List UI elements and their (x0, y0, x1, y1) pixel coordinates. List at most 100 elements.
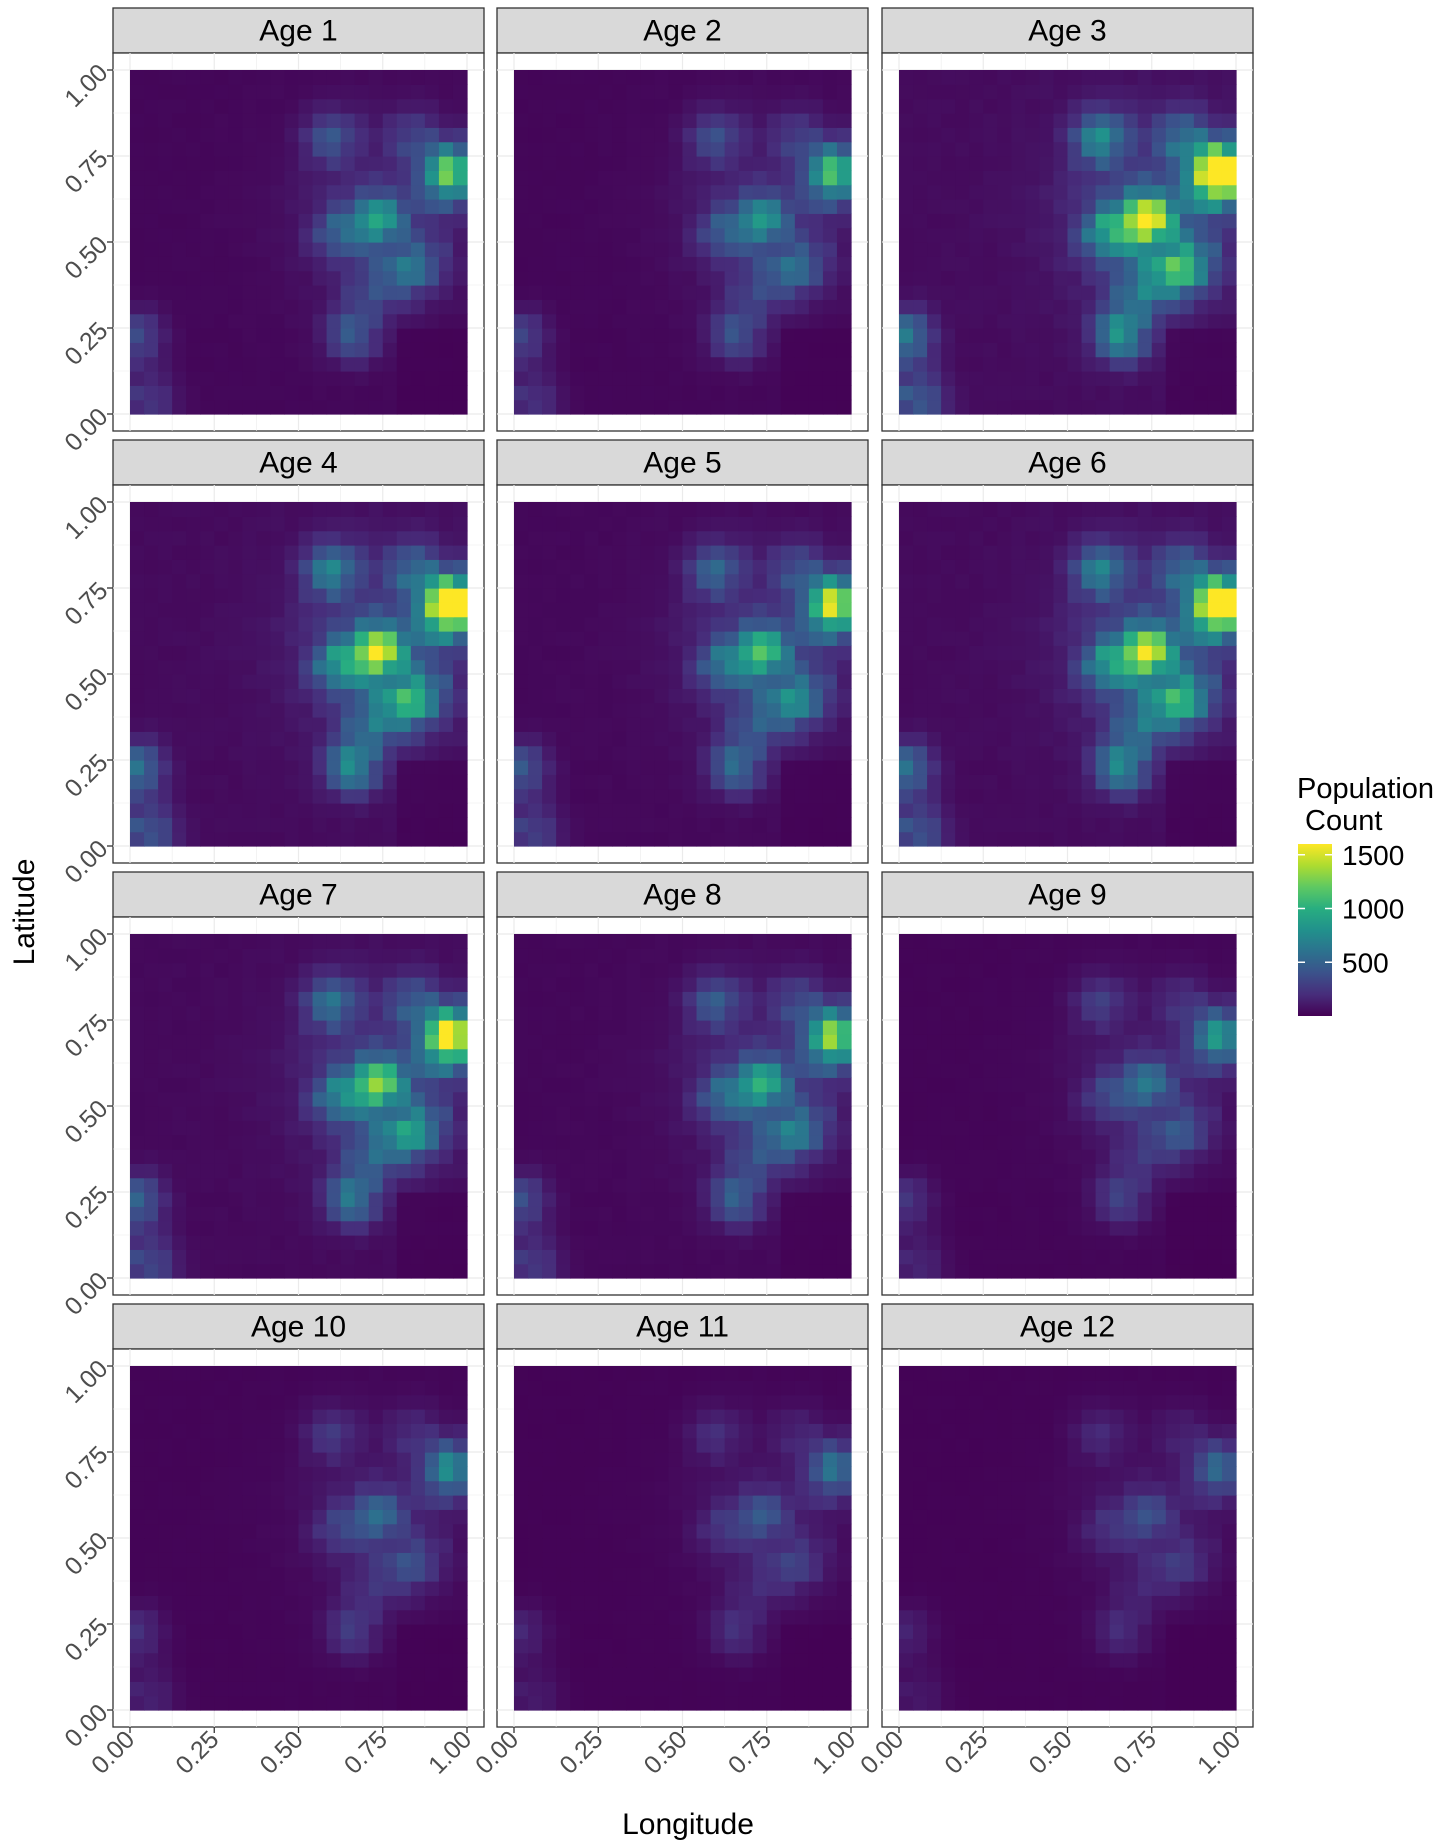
heatmap-cell (214, 731, 229, 747)
heatmap-cell (766, 616, 782, 632)
heatmap-cell (284, 588, 300, 603)
heatmap-cell (368, 1149, 384, 1164)
heatmap-cell (514, 731, 529, 747)
heatmap-cell (696, 342, 712, 358)
heatmap-cell (598, 559, 613, 575)
heatmap-cell (514, 588, 529, 603)
heatmap-cell (382, 774, 398, 790)
heatmap-cell (794, 1120, 810, 1136)
heatmap-cell (1207, 1263, 1223, 1279)
heatmap-cell (570, 962, 585, 978)
heatmap-cell (186, 831, 201, 847)
heatmap-cell (696, 688, 712, 704)
heatmap-cell (836, 545, 852, 560)
heatmap-cell (598, 1177, 613, 1193)
heatmap-cell (326, 573, 342, 589)
heatmap-cell (598, 285, 613, 300)
heatmap-cell (186, 227, 201, 243)
heatmap-cell (1207, 788, 1223, 804)
heatmap-cell (438, 674, 454, 689)
heatmap-cell (1221, 156, 1237, 171)
heatmap-cell (1137, 227, 1153, 243)
heatmap-cell (312, 285, 328, 300)
heatmap-cell (1081, 831, 1097, 847)
heatmap-cell (1039, 227, 1055, 243)
heatmap-cell (410, 1163, 426, 1179)
heatmap-cell (542, 70, 557, 85)
heatmap-cell (382, 977, 398, 992)
heatmap-cell (794, 774, 810, 790)
heatmap-cell (256, 141, 272, 157)
heatmap-cell (1221, 702, 1237, 718)
heatmap-cell (1011, 342, 1026, 358)
heatmap-cell (368, 299, 384, 315)
heatmap-cell (298, 385, 314, 401)
heatmap-cell (1123, 1235, 1139, 1250)
heatmap-cell (144, 659, 159, 675)
heatmap-cell (424, 1192, 440, 1207)
heatmap-cell (312, 788, 328, 804)
heatmap-cell (158, 184, 173, 200)
heatmap-cell (326, 328, 342, 343)
heatmap-cell (794, 731, 810, 747)
heatmap-cell (766, 1034, 782, 1050)
heatmap-cell (396, 1177, 412, 1193)
heatmap-cell (822, 342, 838, 358)
heatmap-cell (640, 962, 656, 978)
heatmap-cell (354, 674, 370, 689)
heatmap-cell (354, 170, 370, 186)
heatmap-cell (1081, 256, 1097, 272)
heatmap-cell (542, 774, 557, 790)
heatmap-cell (997, 688, 1012, 704)
heatmap-cell (228, 502, 243, 517)
heatmap-cell (570, 242, 585, 257)
heatmap-cell (542, 688, 557, 704)
heatmap-cell (172, 817, 187, 833)
heatmap-cell (1123, 588, 1139, 603)
heatmap-cell (228, 184, 243, 200)
heatmap-cell (955, 702, 970, 718)
heatmap-cell (130, 242, 145, 257)
heatmap-cell (228, 1249, 243, 1265)
heatmap-cell (983, 760, 998, 775)
heatmap-cell (438, 184, 454, 200)
heatmap-cell (298, 573, 314, 589)
heatmap-cell (997, 817, 1012, 833)
heatmap-cell (1081, 342, 1097, 358)
heatmap-cell (340, 991, 356, 1007)
heatmap-cell (941, 1220, 956, 1236)
heatmap-cell (556, 659, 571, 675)
heatmap-cell (158, 559, 173, 575)
heatmap-cell (612, 948, 627, 964)
heatmap-cell (1067, 141, 1083, 157)
heatmap-cell (312, 516, 328, 532)
heatmap-cell (368, 156, 384, 171)
heatmap-cell (1193, 645, 1209, 661)
heatmap-cell (626, 1063, 641, 1078)
heatmap-cell (542, 817, 557, 833)
heatmap-cell (1193, 371, 1209, 386)
heatmap-cell (368, 760, 384, 775)
heatmap-cell (514, 1206, 529, 1222)
heatmap-cell (682, 141, 698, 157)
heatmap-cell (312, 659, 328, 675)
heatmap-cell (256, 502, 272, 517)
heatmap-cell (1039, 199, 1055, 214)
heatmap-cell (1025, 213, 1041, 229)
heatmap-cell (1025, 688, 1041, 704)
heatmap-cell (724, 1177, 740, 1193)
heatmap-cell (396, 227, 412, 243)
heatmap-cell (1151, 1206, 1167, 1222)
heatmap-cell (752, 313, 768, 329)
heatmap-cell (1053, 356, 1069, 372)
heatmap-cell (172, 1134, 187, 1150)
heatmap-cell (130, 98, 145, 114)
heatmap-cell (598, 573, 613, 589)
heatmap-cell (640, 1149, 656, 1164)
heatmap-cell (997, 559, 1012, 575)
heatmap-cell (542, 256, 557, 272)
heatmap-cell (766, 948, 782, 964)
heatmap-cell (1011, 530, 1026, 546)
heatmap-cell (270, 98, 286, 114)
heatmap-cell (528, 934, 543, 949)
